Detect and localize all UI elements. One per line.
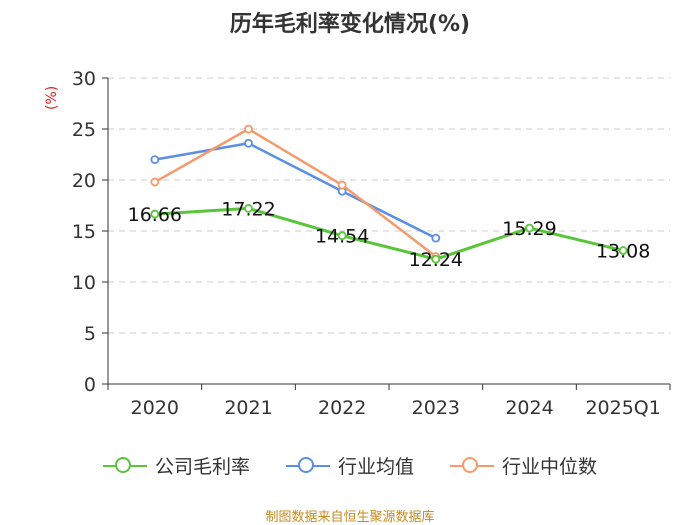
legend-label-company: 公司毛利率 — [154, 456, 250, 478]
data-label-2020: 16.66 — [128, 204, 182, 226]
x-tick-label-2022: 2022 — [318, 397, 366, 419]
legend-swatch-industry-mean — [285, 456, 330, 476]
data-point-0-2023 — [431, 254, 441, 264]
y-tick-label-5: 5 — [84, 323, 96, 345]
legend-item-industry-median[interactable]: 行业中位数 — [450, 452, 597, 479]
data-point-2-2022 — [337, 180, 347, 190]
legend: 公司毛利率 行业均值 行业中位数 — [0, 452, 700, 479]
data-label-2022: 14.54 — [315, 226, 369, 248]
data-point-1-2023 — [431, 233, 441, 243]
data-point-2-2020 — [150, 177, 160, 187]
series-line-2 — [154, 127, 437, 258]
data-point-2-2021 — [244, 124, 253, 134]
data-point-0-2021 — [244, 203, 253, 213]
x-tick-label-2024: 2024 — [505, 397, 553, 419]
data-point-0-2025Q1 — [618, 246, 628, 255]
data-label-2024: 15.29 — [502, 218, 556, 240]
x-tick-label-2023: 2023 — [412, 397, 460, 419]
y-tick-label-15: 15 — [72, 221, 96, 243]
series-line-0 — [154, 206, 624, 261]
legend-label-industry-median: 行业中位数 — [502, 456, 598, 478]
data-label-2025Q1: 13.08 — [596, 241, 650, 263]
legend-item-industry-mean[interactable]: 行业均值 — [285, 452, 414, 479]
legend-label-industry-mean: 行业均值 — [337, 456, 414, 478]
data-point-0-2024 — [525, 223, 534, 233]
x-tick-label-2021: 2021 — [224, 397, 272, 419]
x-tick-label-2025Q1: 2025Q1 — [585, 397, 660, 419]
data-point-1-2020 — [150, 155, 160, 165]
chart-title: 历年毛利率变化情况(%) — [229, 12, 471, 37]
y-tick-label-25: 25 — [72, 119, 96, 141]
x-tick-label-2020: 2020 — [131, 397, 179, 419]
legend-item-company[interactable]: 公司毛利率 — [102, 452, 250, 479]
data-point-0-2022 — [337, 231, 347, 241]
y-tick-label-30: 30 — [72, 68, 96, 90]
y-tick-label-10: 10 — [72, 272, 96, 294]
y-tick-label-0: 0 — [84, 374, 96, 396]
data-label-2021: 17.22 — [221, 198, 275, 220]
series-line-1 — [154, 142, 437, 240]
data-label-2023: 12.24 — [409, 249, 463, 271]
legend-swatch-company — [102, 456, 147, 476]
data-point-1-2021 — [244, 138, 253, 148]
data-point-0-2020 — [150, 209, 160, 219]
data-source: 制图数据来自恒生聚源数据库 — [265, 510, 435, 525]
y-tick-label-20: 20 — [72, 170, 96, 192]
legend-swatch-industry-median — [450, 456, 494, 476]
